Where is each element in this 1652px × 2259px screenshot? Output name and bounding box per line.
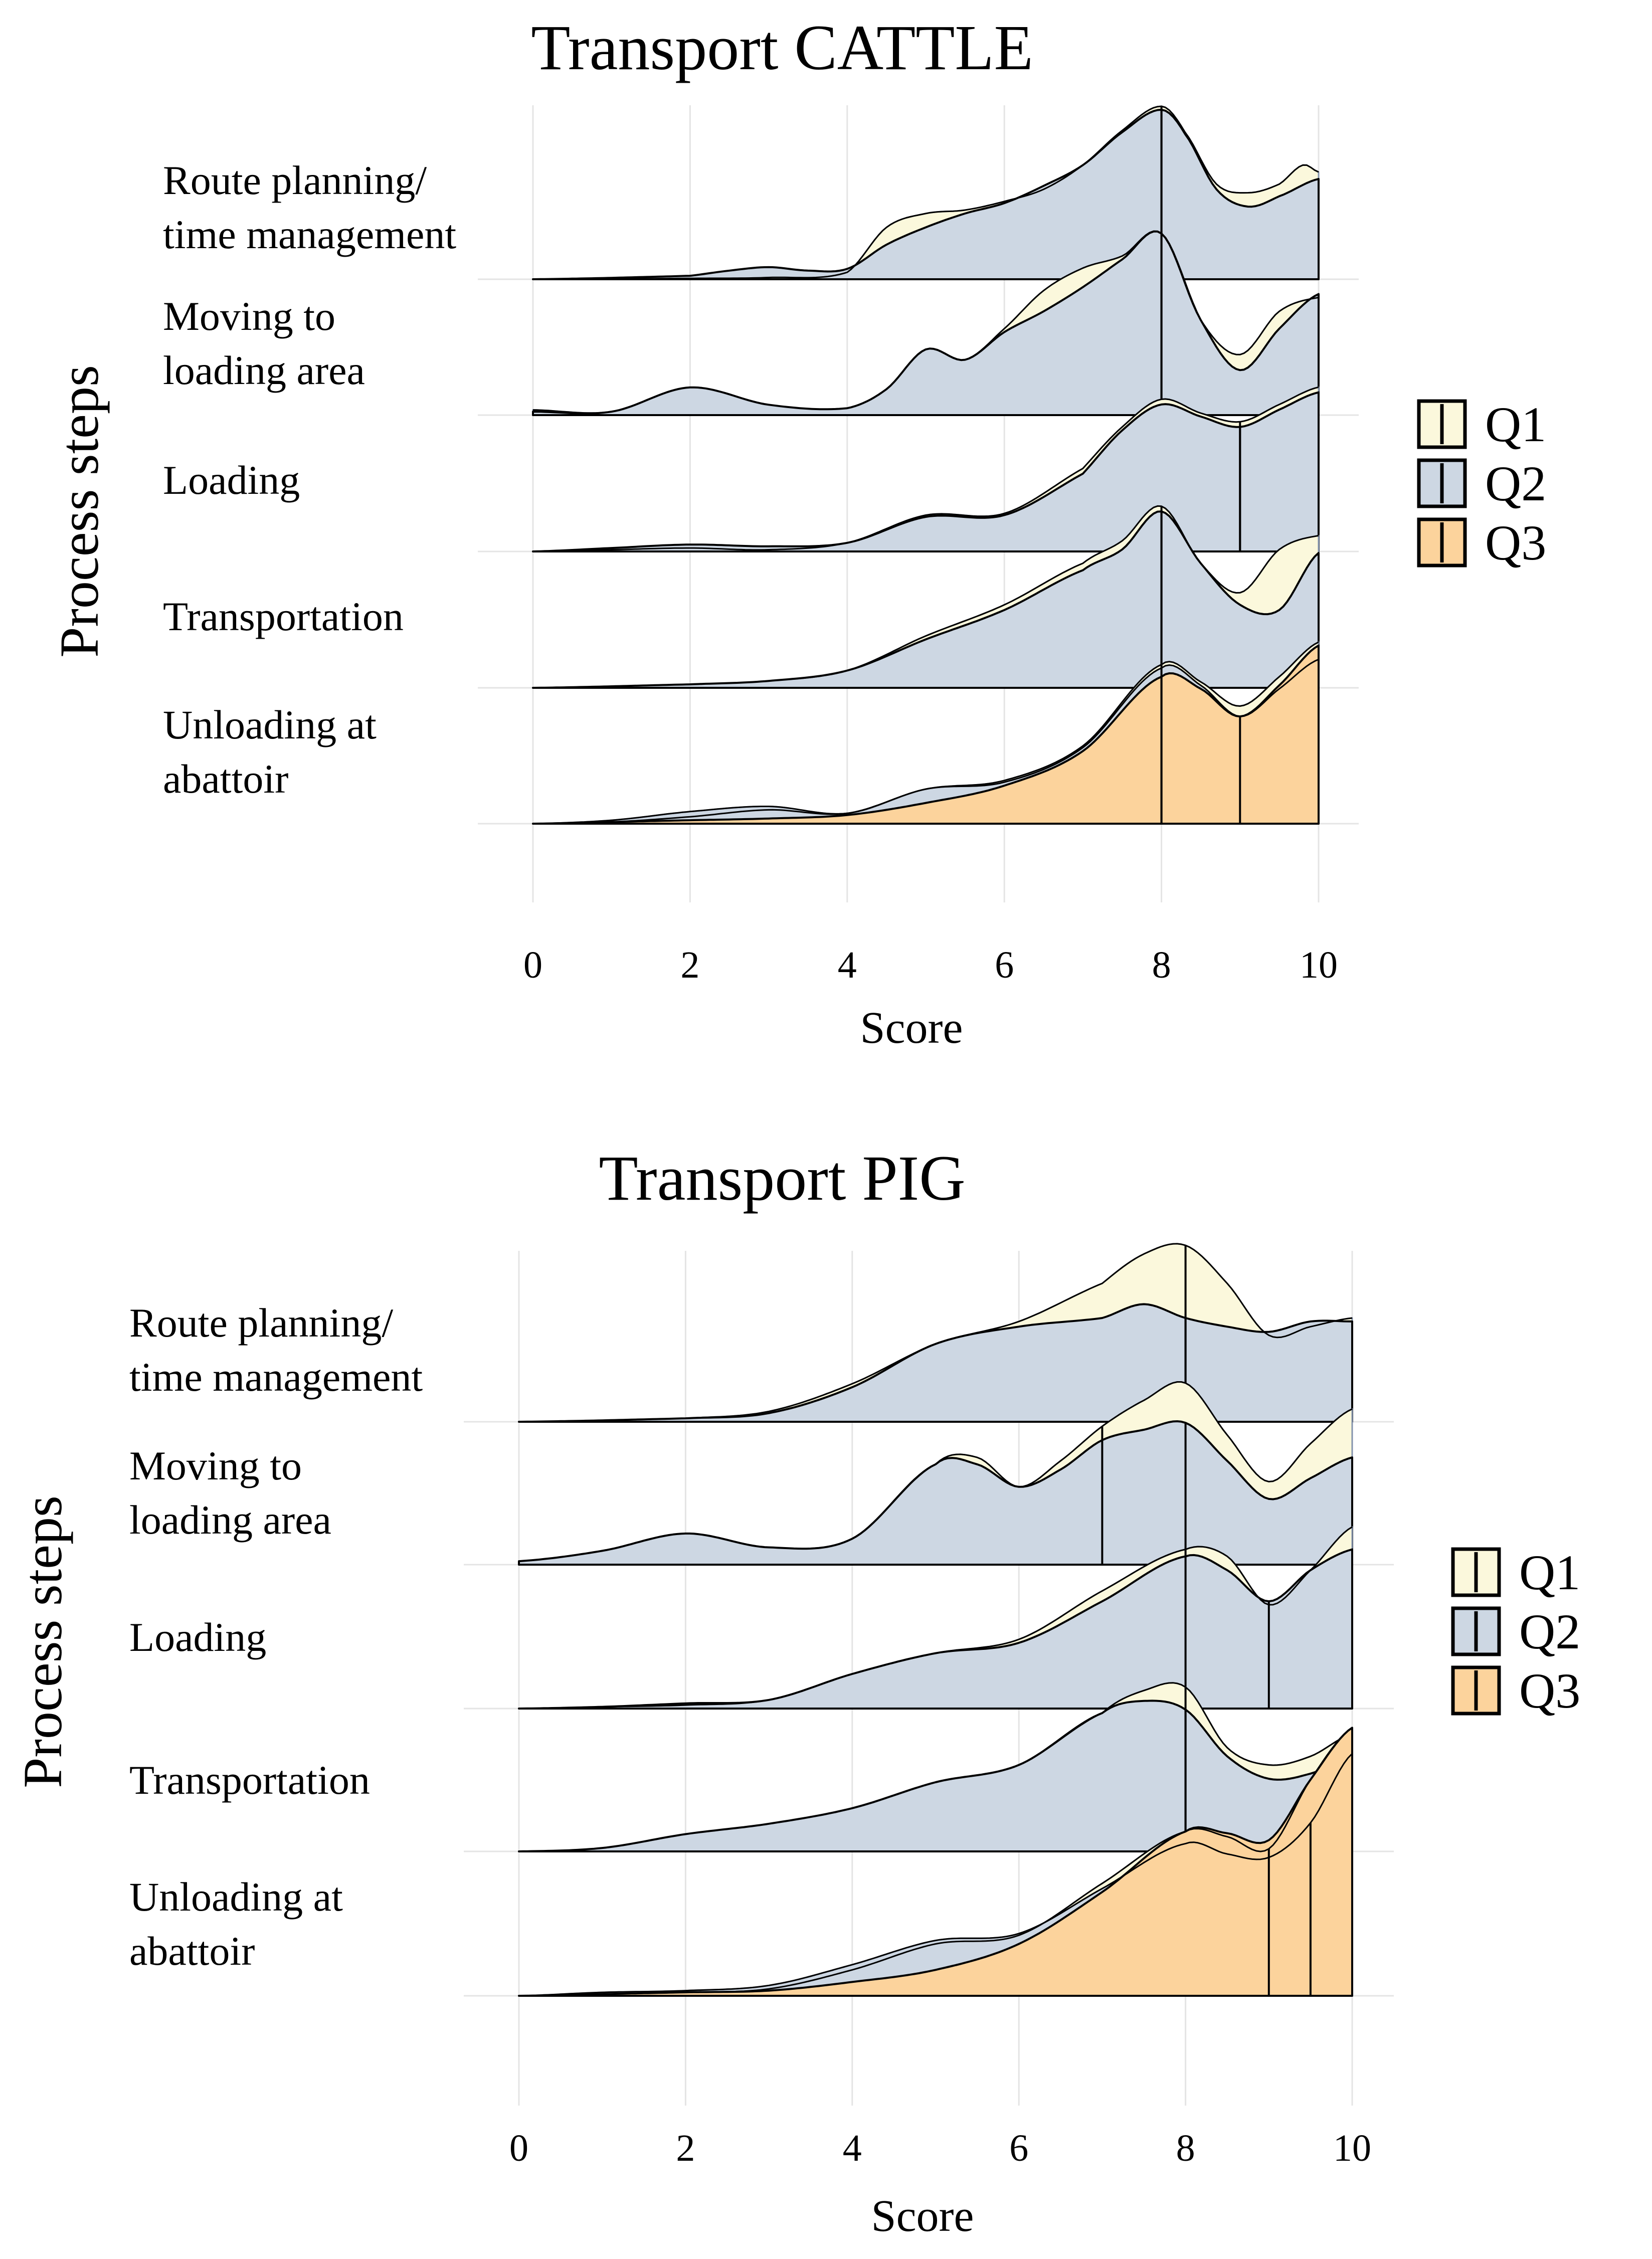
- legend-label: Q3: [1485, 515, 1546, 571]
- panel-transport-pig: Route planning/time management Moving to l…: [12, 1143, 1580, 2241]
- density-outline-q2: [518, 1753, 1353, 1997]
- category-label: Transportation: [129, 1757, 370, 1803]
- category-label: Unloading at abattoir: [129, 1874, 343, 1974]
- category-label-line: abattoir: [129, 1928, 255, 1974]
- category-label: Route planning/time management: [129, 1300, 423, 1400]
- density-q2: [518, 1548, 1353, 1710]
- category-label-line: Loading: [163, 457, 300, 503]
- x-tick-label: 10: [1333, 2127, 1371, 2169]
- category-label-line: Route planning/: [129, 1300, 393, 1346]
- ridge-moving-to-loading-area: [464, 1381, 1394, 1566]
- x-tick-label: 2: [680, 944, 699, 986]
- category-label-line: Transportation: [129, 1757, 370, 1803]
- x-axis-title: Score: [871, 2191, 974, 2241]
- category-label-line: Transportation: [163, 594, 404, 639]
- density-q2: [532, 108, 1320, 280]
- category-label-line: Unloading at: [129, 1874, 343, 1920]
- ridge-loading: [478, 386, 1359, 552]
- density-outline-q1: [533, 105, 1319, 280]
- legend-item-q2: Q2: [1417, 456, 1546, 511]
- ridge-transportation: [464, 1682, 1394, 1852]
- x-tick-label: 0: [523, 944, 542, 986]
- density-outline-q1: [518, 1682, 1353, 1852]
- category-label-line: Loading: [129, 1614, 266, 1660]
- ridge-unloading-at-abattoir: [478, 641, 1359, 825]
- density-outline-q1: [518, 1526, 1353, 1710]
- density-outline-q2: [532, 658, 1319, 825]
- category-label-line: Moving to: [163, 293, 335, 339]
- legend-label: Q2: [1519, 1604, 1580, 1659]
- category-label: Route planning/time management: [163, 157, 456, 257]
- category-label-line: Route planning/: [163, 157, 427, 203]
- ridge-route-planning-time-management: [478, 105, 1359, 280]
- category-label: Moving to loading area: [129, 1443, 331, 1543]
- x-tick-label: 0: [509, 2127, 528, 2169]
- panel-transport-cattle: Route planning/time management Moving to l…: [49, 12, 1546, 1053]
- x-tick-label: 2: [676, 2127, 695, 2169]
- density-q2: [518, 1700, 1353, 1852]
- category-label: Unloading at abattoir: [163, 702, 377, 802]
- density-outline-q1: [532, 505, 1319, 689]
- legend-label: Q1: [1519, 1545, 1580, 1600]
- legend-item-q1: Q1: [1451, 1545, 1580, 1600]
- density-outline-q1: [532, 230, 1319, 414]
- x-tick-label: 8: [1152, 944, 1171, 986]
- density-outline-q1: [532, 386, 1319, 552]
- legend-label: Q2: [1485, 456, 1546, 511]
- ridge-moving-to-loading-area: [478, 230, 1359, 416]
- category-label: Moving to loading area: [163, 293, 365, 393]
- legend-item-q3: Q3: [1417, 515, 1546, 571]
- legend-label: Q3: [1519, 1663, 1580, 1719]
- chart-title: Transport CATTLE: [531, 12, 1033, 83]
- category-label-line: loading area: [129, 1497, 331, 1543]
- category-label: Loading: [163, 457, 300, 503]
- x-tick-label: 6: [995, 944, 1014, 986]
- category-label-line: time management: [163, 212, 456, 257]
- category-label-line: Moving to: [129, 1443, 302, 1488]
- category-label-line: abattoir: [163, 756, 288, 802]
- legend-item-q1: Q1: [1417, 397, 1546, 452]
- legend-label: Q1: [1485, 397, 1546, 452]
- ridge-transportation: [478, 505, 1359, 689]
- x-tick-label: 8: [1176, 2127, 1195, 2169]
- density-q3: [532, 644, 1320, 825]
- x-axis-title: Score: [860, 1003, 963, 1053]
- y-axis-title: Process steps: [49, 365, 110, 658]
- y-axis-title: Process steps: [12, 1495, 73, 1788]
- legend-item-q3: Q3: [1451, 1663, 1580, 1719]
- ridge-route-planning-time-management: [464, 1243, 1394, 1423]
- category-label-line: loading area: [163, 347, 365, 393]
- x-tick-label: 4: [838, 944, 857, 986]
- category-label: Transportation: [163, 594, 404, 639]
- ridge-unloading-at-abattoir: [464, 1727, 1394, 1997]
- x-tick-label: 4: [843, 2127, 862, 2169]
- legend-item-q2: Q2: [1451, 1604, 1580, 1659]
- density-outline-q1: [518, 1243, 1353, 1423]
- chart-title: Transport PIG: [599, 1143, 965, 1214]
- x-tick-label: 6: [1009, 2127, 1028, 2169]
- category-label-line: time management: [129, 1354, 423, 1400]
- category-label: Loading: [129, 1614, 266, 1660]
- x-tick-label: 10: [1300, 944, 1338, 986]
- ridge-loading: [464, 1526, 1394, 1710]
- density-outline-q1: [518, 1727, 1353, 1997]
- density-q2: [532, 391, 1320, 552]
- category-label-line: Unloading at: [163, 702, 377, 747]
- density-outline-q1: [518, 1381, 1353, 1562]
